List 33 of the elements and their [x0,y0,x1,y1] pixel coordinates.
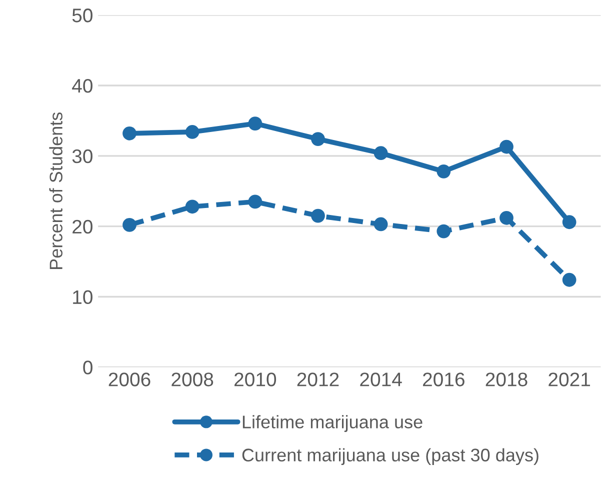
x-tick-label: 2012 [297,372,339,386]
point [436,224,451,238]
y-tick-label: 40 [72,78,92,93]
y-tick-label: 10 [73,290,92,304]
point [374,217,388,232]
point [500,140,514,154]
y-axis-title: Percent of Students [49,112,62,269]
x-tick-label: 2014 [360,372,402,386]
point [185,125,200,139]
point [311,132,325,146]
y-tick-label: 30 [72,149,92,164]
point [311,208,325,223]
x-tick-label: 2006 [108,372,150,386]
legend-label: Lifetime marijuana use [242,415,422,432]
point [185,200,200,214]
y-tick-label: 20 [72,220,92,234]
x-tick-label: 2021 [548,372,590,386]
point [248,116,262,130]
point [122,126,136,140]
point [562,215,576,230]
point [248,194,262,209]
y-tick-label: 50 [72,8,92,22]
x-tick-label: 2008 [172,372,214,386]
point [500,210,514,225]
x-tick-label: 2018 [486,372,528,386]
x-tick-label: 2016 [423,372,464,386]
legend-label: Current marijuana use (past 30 days) [242,448,538,466]
point [122,218,136,232]
x-tick-label: 2010 [234,372,276,386]
point [374,146,388,160]
y-tick-label: 0 [83,360,92,374]
point [436,164,451,178]
point [562,272,576,287]
